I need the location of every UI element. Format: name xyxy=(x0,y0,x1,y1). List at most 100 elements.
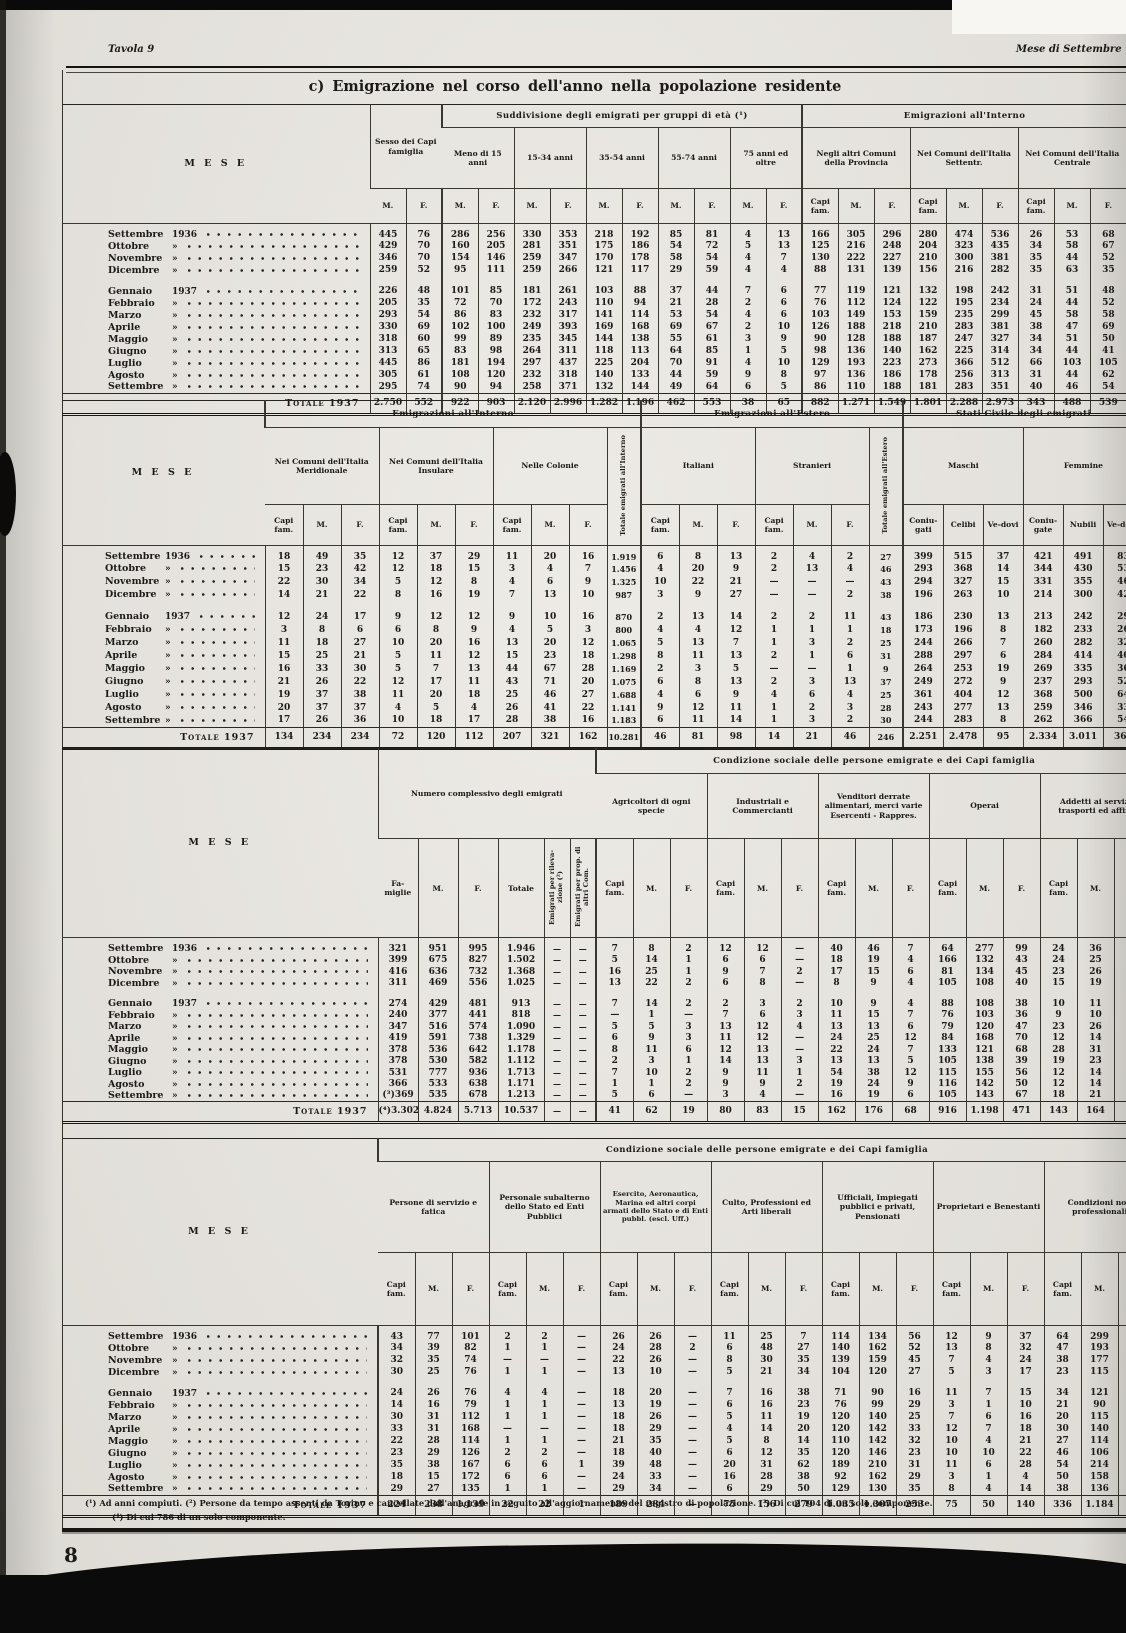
value-cell: 13 xyxy=(982,610,1024,623)
value-cell: 52 xyxy=(1089,297,1126,309)
table-row: Ottobre» 15 23 42 12 18 15 3 4 7 1.456 4 20 9 2 13 4 46 29… xyxy=(62,562,1126,575)
value-cell xyxy=(1053,276,1091,285)
value-cell: 9 xyxy=(378,610,417,623)
value-cell: 2 xyxy=(754,610,794,623)
column-header: 55-74 anni xyxy=(657,127,730,189)
row-label: Gennaio 1937 xyxy=(62,285,370,297)
value-cell: 366 xyxy=(1062,714,1104,727)
row-label: Dicembre» xyxy=(62,264,370,276)
value-cell: 13 xyxy=(454,662,493,675)
value-cell: 72 xyxy=(441,297,478,309)
row-label: Settembre» xyxy=(62,381,370,393)
value-cell: 20 xyxy=(416,636,455,649)
value-cell: 10 xyxy=(982,588,1024,601)
value-cell xyxy=(1113,977,1126,989)
value-cell: 318 xyxy=(549,369,586,381)
value-cell: 134 xyxy=(264,726,303,748)
value-cell xyxy=(784,1378,822,1387)
row-label: Totale 1937 xyxy=(62,1100,378,1123)
value-cell xyxy=(595,988,634,998)
value-cell: 533 xyxy=(417,1078,458,1090)
value-cell: 3 xyxy=(632,1055,671,1067)
value-cell: 10 xyxy=(378,714,417,727)
table-row: Settembre 1936 321 951 995 1.946— —7 8 2 12 12—40 4… xyxy=(62,937,1126,955)
value-cell: 243 xyxy=(902,701,944,714)
value-cell: 5 xyxy=(595,1020,634,1033)
value-cell: 9 xyxy=(868,662,904,675)
value-cell: 20 xyxy=(784,1423,822,1435)
value-cell: 14 xyxy=(632,954,671,966)
value-cell: 10 xyxy=(1039,997,1078,1010)
value-cell: 31 xyxy=(1076,1043,1115,1056)
value-cell: 10 xyxy=(817,997,856,1010)
total-row: Totale 1937 134 234 234 72 120 112 207 321 162 10.… xyxy=(62,726,1126,748)
value-cell: 10.537 xyxy=(497,1100,544,1123)
value-cell: 47 xyxy=(1053,321,1091,333)
tavola-label: Tavola 9 xyxy=(108,44,155,55)
value-cell: 160 xyxy=(441,240,478,252)
value-cell: 11 xyxy=(454,675,493,688)
value-cell: 12 xyxy=(932,1423,970,1435)
column-header: M. xyxy=(965,838,1004,939)
column-header: F. xyxy=(1113,838,1126,939)
value-cell: 9 xyxy=(716,562,756,575)
value-cell: 226 xyxy=(369,285,406,297)
table-row: Gennaio 1937 274 429 481 913— —7 14 2 2 3 2 10 9 4 88 10… xyxy=(62,997,1126,1010)
value-cell xyxy=(965,988,1004,998)
value-cell: 210 xyxy=(909,252,947,264)
value-cell: 136 xyxy=(837,345,875,357)
header-row: Fa- miglie M. F. Totale Emigrati per rileva-… xyxy=(62,838,1126,939)
value-cell: 6 xyxy=(525,1471,563,1483)
value-cell: 1 xyxy=(488,1411,526,1423)
footnote-line-1: (¹) Ad anni compiuti. (²) Persone da tem… xyxy=(85,1498,933,1508)
value-cell xyxy=(706,988,745,998)
value-cell: 2 xyxy=(640,610,680,623)
value-cell: — xyxy=(543,977,570,989)
column-header: M. xyxy=(854,838,893,939)
column-header: M. xyxy=(858,1252,896,1326)
value-cell: 214 xyxy=(1080,1459,1118,1471)
value-cell: 134 xyxy=(858,1325,896,1342)
value-cell: 1.368 xyxy=(497,965,544,978)
value-cell: 296 xyxy=(873,223,911,240)
value-cell xyxy=(678,601,718,610)
value-cell: 4 xyxy=(969,1354,1007,1366)
value-cell: 4 xyxy=(492,623,531,636)
table-row: Maggio» 22 28 114 1 1—21 35—5 8 14 110 142 32 10 4 21 2… xyxy=(62,1435,1126,1447)
table-row: Giugno» 23 29 126 2 2—18 40—6 12 35 120 146 23 10 10 2… xyxy=(62,1447,1126,1459)
value-cell: 56 xyxy=(1002,1066,1041,1079)
value-cell: 1 xyxy=(754,623,794,636)
value-cell: 168 xyxy=(965,1032,1004,1044)
value-cell: 273 xyxy=(909,357,947,369)
row-label: Agosto» xyxy=(62,1078,378,1090)
value-cell: 94 xyxy=(477,381,514,393)
value-cell: 12 xyxy=(706,1043,745,1056)
value-cell: 29 xyxy=(895,1399,933,1411)
value-cell: 234 xyxy=(302,726,341,748)
value-cell: 30 xyxy=(1043,1423,1081,1435)
value-cell: 17 xyxy=(264,714,303,727)
value-cell: 313 xyxy=(981,369,1019,381)
value-cell: 55 xyxy=(657,333,694,345)
value-cell: 140 xyxy=(858,1411,896,1423)
column-header: Condizioni non professionali xyxy=(1043,1161,1126,1253)
column-header: M E S E xyxy=(62,104,370,224)
value-cell: 70 xyxy=(657,357,694,369)
value-cell: 26 xyxy=(1102,623,1126,636)
value-cell: 30 xyxy=(868,714,904,727)
value-cell: (³)369 xyxy=(377,1089,418,1102)
value-cell: 18 xyxy=(817,954,856,966)
value-cell: 2 xyxy=(706,997,745,1010)
value-cell: 3 xyxy=(678,662,718,675)
value-cell: 344 xyxy=(1022,562,1064,575)
value-cell: 46 xyxy=(830,726,870,748)
value-cell: 40 xyxy=(817,937,856,955)
value-cell: — xyxy=(488,1354,526,1366)
value-cell: 4 xyxy=(754,688,794,701)
value-cell: — xyxy=(562,1325,600,1342)
value-cell: 6 xyxy=(378,623,417,636)
value-cell: 818 xyxy=(497,1009,544,1021)
value-cell: 3 xyxy=(780,1055,819,1067)
value-cell xyxy=(716,601,756,610)
value-cell: 5.713 xyxy=(457,1100,498,1123)
